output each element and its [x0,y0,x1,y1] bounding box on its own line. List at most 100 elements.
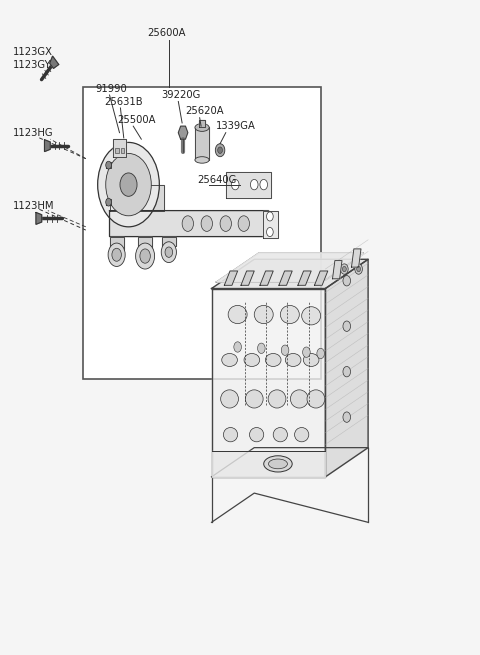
Circle shape [106,198,111,206]
Ellipse shape [250,428,264,442]
Ellipse shape [264,456,292,472]
Text: 25631B: 25631B [104,97,143,107]
Polygon shape [325,259,368,477]
Ellipse shape [195,157,209,163]
Circle shape [106,161,111,169]
Ellipse shape [265,354,281,366]
Polygon shape [260,271,273,286]
Circle shape [120,173,137,196]
Polygon shape [179,126,188,139]
Bar [115,148,119,153]
Circle shape [343,276,350,286]
Polygon shape [212,289,325,477]
Circle shape [343,412,350,422]
Ellipse shape [307,390,325,408]
Polygon shape [109,236,124,250]
Circle shape [220,215,231,231]
Circle shape [357,267,360,272]
Polygon shape [36,212,42,224]
Circle shape [343,321,350,331]
Circle shape [97,142,159,227]
Polygon shape [138,236,152,250]
Circle shape [218,147,222,153]
Ellipse shape [244,354,260,366]
Polygon shape [199,120,205,128]
Circle shape [317,348,324,359]
Ellipse shape [301,307,321,325]
Circle shape [140,249,150,263]
Circle shape [136,243,155,269]
Ellipse shape [222,354,238,366]
Polygon shape [216,253,363,282]
Ellipse shape [295,428,309,442]
Ellipse shape [195,124,209,132]
Circle shape [165,247,173,257]
Ellipse shape [290,390,308,408]
Circle shape [343,366,350,377]
Text: 1123HG: 1123HG [13,128,54,138]
Text: 1339GA: 1339GA [216,121,256,132]
Polygon shape [241,271,254,286]
Ellipse shape [223,428,238,442]
Polygon shape [113,139,126,157]
Ellipse shape [285,354,301,366]
Polygon shape [106,162,111,168]
Circle shape [161,242,177,263]
Circle shape [238,215,250,231]
Circle shape [341,264,348,274]
Circle shape [281,345,289,356]
Polygon shape [226,172,271,198]
Text: 25500A: 25500A [118,115,156,125]
Bar [121,148,124,153]
Polygon shape [162,236,176,246]
Polygon shape [195,128,209,160]
Ellipse shape [221,390,239,408]
Text: 25600A: 25600A [147,29,186,39]
Polygon shape [212,451,325,477]
Circle shape [355,264,362,274]
Polygon shape [109,185,164,211]
Text: 91990: 91990 [96,84,127,94]
Text: 1123GX: 1123GX [13,47,53,58]
Circle shape [260,179,267,190]
Circle shape [342,267,346,272]
Polygon shape [333,261,342,279]
Text: 1123GY: 1123GY [13,60,52,70]
Circle shape [266,227,273,236]
Text: 25620A: 25620A [185,106,224,117]
Circle shape [112,248,121,261]
Circle shape [266,212,273,221]
Ellipse shape [228,305,247,324]
Ellipse shape [268,459,288,469]
Ellipse shape [254,305,273,324]
Text: 39220G: 39220G [162,90,201,100]
Ellipse shape [268,390,286,408]
Polygon shape [106,199,111,206]
Polygon shape [212,259,368,289]
Polygon shape [351,249,361,267]
Circle shape [106,153,151,215]
Ellipse shape [245,390,263,408]
Text: 25640G: 25640G [197,175,237,185]
Polygon shape [298,271,311,286]
Circle shape [216,143,225,157]
Polygon shape [263,211,278,238]
Circle shape [231,179,239,190]
Circle shape [108,243,125,267]
Circle shape [251,179,258,190]
Polygon shape [109,211,273,236]
Ellipse shape [303,354,319,366]
Polygon shape [279,271,292,286]
Text: 1123HM: 1123HM [13,200,55,211]
Polygon shape [224,271,238,286]
Polygon shape [45,140,50,151]
Ellipse shape [280,305,300,324]
Circle shape [258,343,265,354]
Polygon shape [314,271,328,286]
Circle shape [201,215,213,231]
Ellipse shape [273,428,288,442]
Bar [84,87,321,379]
Circle shape [182,215,193,231]
Polygon shape [50,56,59,68]
Circle shape [234,342,241,352]
